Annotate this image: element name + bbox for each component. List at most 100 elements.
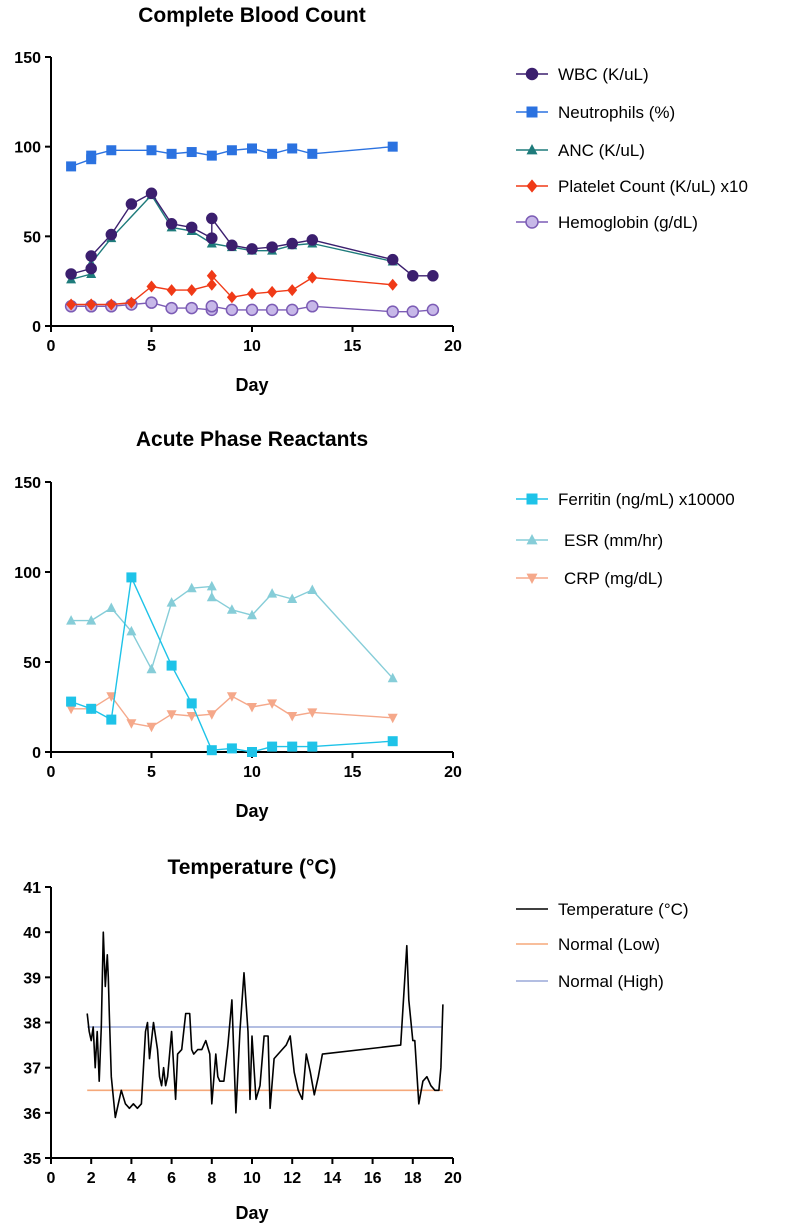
plot-area: 0 50 100 150 0 5 10 15 20	[14, 50, 462, 355]
data-point	[106, 692, 117, 702]
chart-temperature: Temperature (°C) Day 35 36 37 38 39 40 41 0 2 4 6 8…	[23, 856, 688, 1223]
legend: Temperature (°C) Normal (Low) Normal (Hi…	[516, 900, 689, 991]
plot-area: 0 50 100 150 0 5 10 15 20	[14, 475, 462, 781]
data-point	[307, 741, 318, 752]
data-point	[386, 305, 399, 318]
data-point	[126, 572, 137, 583]
data-point	[186, 582, 197, 593]
data-point	[226, 692, 237, 702]
data-point	[166, 710, 177, 720]
x-tick-label: 8	[207, 1170, 216, 1187]
y-tick-label: 37	[23, 1061, 41, 1078]
series-line	[86, 931, 444, 1119]
data-point	[247, 287, 257, 300]
data-point	[287, 284, 298, 297]
data-point	[286, 237, 298, 250]
x-tick-label: 6	[167, 1170, 176, 1187]
data-point	[307, 708, 318, 718]
x-tick-label: 4	[127, 1170, 136, 1187]
y-tick-label: 36	[23, 1106, 41, 1123]
x-tick-label: 18	[404, 1170, 422, 1187]
plot-area: 35 36 37 38 39 40 41 0 2 4 6 8 10 12 14 16 18 20	[23, 880, 462, 1187]
data-point	[267, 741, 278, 752]
data-point	[387, 278, 398, 291]
data-point	[186, 712, 197, 722]
x-axis-label: Day	[235, 801, 268, 821]
data-point	[145, 296, 158, 309]
y-tick-label: 100	[14, 140, 41, 157]
x-tick-label: 15	[344, 338, 362, 355]
data-point	[245, 303, 259, 317]
x-tick-label: 20	[444, 764, 462, 781]
data-point	[206, 269, 217, 282]
data-point	[266, 241, 278, 253]
data-point	[166, 284, 177, 297]
legend-label: ESR (mm/hr)	[564, 531, 663, 550]
y-tick-label: 35	[23, 1151, 41, 1168]
series-line	[70, 192, 433, 277]
data-point	[86, 298, 97, 311]
series-line	[70, 576, 393, 753]
data-point	[146, 722, 157, 733]
data-point	[185, 221, 198, 234]
x-tick-label: 10	[243, 764, 261, 781]
data-point	[226, 239, 238, 252]
data-point	[247, 143, 257, 154]
chart-title: Complete Blood Count	[138, 4, 365, 27]
data-point	[186, 698, 197, 709]
x-tick-label: 0	[47, 1170, 56, 1187]
data-point	[206, 591, 217, 602]
legend-label: Ferritin (ng/mL) x10000	[558, 490, 735, 509]
legend-label: CRP (mg/dL)	[564, 569, 663, 588]
y-tick-label: 100	[14, 565, 41, 582]
data-point	[246, 243, 258, 255]
x-tick-label: 14	[324, 1170, 342, 1187]
data-point	[247, 747, 257, 757]
data-point	[126, 296, 137, 309]
data-point	[287, 593, 298, 603]
x-tick-label: 0	[47, 338, 56, 355]
x-tick-label: 16	[364, 1170, 382, 1187]
data-point	[186, 147, 197, 158]
data-point	[166, 597, 177, 607]
series-line	[70, 194, 393, 281]
data-point	[287, 143, 298, 154]
data-point	[165, 301, 178, 315]
data-point	[186, 284, 197, 297]
x-tick-label: 15	[344, 764, 362, 781]
y-tick-label: 38	[23, 1016, 41, 1033]
data-point	[145, 187, 158, 200]
legend-label: Normal (Low)	[558, 935, 660, 954]
data-point	[65, 268, 77, 280]
legend-swatch-marker	[526, 573, 538, 585]
data-point	[106, 145, 117, 156]
data-point	[267, 285, 278, 298]
data-point	[226, 291, 237, 304]
data-point	[146, 663, 157, 674]
x-tick-label: 20	[444, 1170, 462, 1187]
legend-label: ANC (K/uL)	[558, 141, 645, 160]
legend-label: Temperature (°C)	[558, 900, 689, 919]
legend-label: Platelet Count (K/uL) x10	[558, 177, 748, 196]
data-point	[387, 141, 398, 152]
y-tick-label: 50	[23, 229, 41, 246]
data-point	[185, 301, 198, 315]
data-point	[66, 696, 77, 707]
data-point	[265, 303, 279, 317]
data-point	[86, 615, 97, 625]
data-point	[165, 218, 178, 230]
chart-complete-blood-count: Complete Blood Count Day 0 50 100 150 0 5 10 15…	[14, 4, 748, 395]
y-tick-label: 150	[14, 475, 41, 492]
x-tick-label: 12	[283, 1170, 301, 1187]
x-tick-label: 0	[47, 764, 56, 781]
data-point	[426, 303, 440, 317]
data-point	[85, 262, 97, 275]
data-point	[387, 736, 398, 747]
legend-label: Hemoglobin (g/dL)	[558, 213, 698, 232]
data-point	[306, 234, 319, 246]
data-point	[106, 298, 117, 311]
legend-swatch-marker	[526, 533, 538, 545]
data-point	[225, 303, 239, 317]
data-point	[106, 602, 117, 612]
